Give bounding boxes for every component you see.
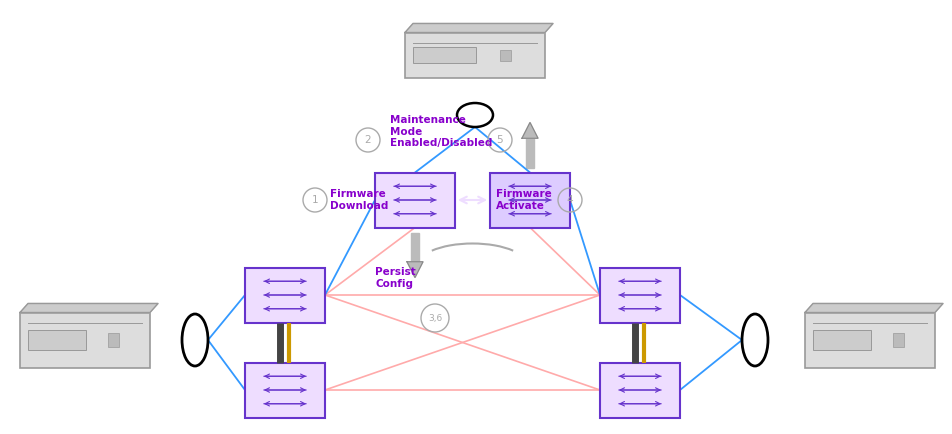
FancyBboxPatch shape xyxy=(804,312,934,368)
Text: Firmware
Activate: Firmware Activate xyxy=(495,189,551,211)
FancyBboxPatch shape xyxy=(245,267,325,322)
Polygon shape xyxy=(20,303,158,312)
FancyBboxPatch shape xyxy=(600,267,680,322)
FancyBboxPatch shape xyxy=(405,33,545,78)
Ellipse shape xyxy=(182,314,208,366)
Polygon shape xyxy=(405,23,552,33)
Bar xyxy=(812,330,870,350)
Ellipse shape xyxy=(457,103,492,127)
Text: 2: 2 xyxy=(365,135,371,145)
Polygon shape xyxy=(804,303,942,312)
Text: Persist
Config: Persist Config xyxy=(374,267,415,289)
Ellipse shape xyxy=(742,314,767,366)
FancyBboxPatch shape xyxy=(600,362,680,418)
Bar xyxy=(500,49,511,61)
Bar xyxy=(526,138,533,168)
Text: 1: 1 xyxy=(311,195,318,205)
Bar xyxy=(411,233,418,262)
Text: 3,6: 3,6 xyxy=(427,313,442,322)
FancyBboxPatch shape xyxy=(20,312,149,368)
Text: 5: 5 xyxy=(496,135,503,145)
Text: Firmware
Download: Firmware Download xyxy=(329,189,388,211)
Bar xyxy=(412,47,475,63)
FancyBboxPatch shape xyxy=(374,172,454,227)
Bar xyxy=(109,333,119,347)
Bar xyxy=(892,333,902,347)
FancyBboxPatch shape xyxy=(245,362,325,418)
Text: Maintenance
Mode
Enabled/Disabled: Maintenance Mode Enabled/Disabled xyxy=(389,115,492,148)
Polygon shape xyxy=(522,122,538,138)
FancyBboxPatch shape xyxy=(489,172,569,227)
Text: 4: 4 xyxy=(566,195,573,205)
Bar xyxy=(28,330,87,350)
Polygon shape xyxy=(407,262,423,277)
